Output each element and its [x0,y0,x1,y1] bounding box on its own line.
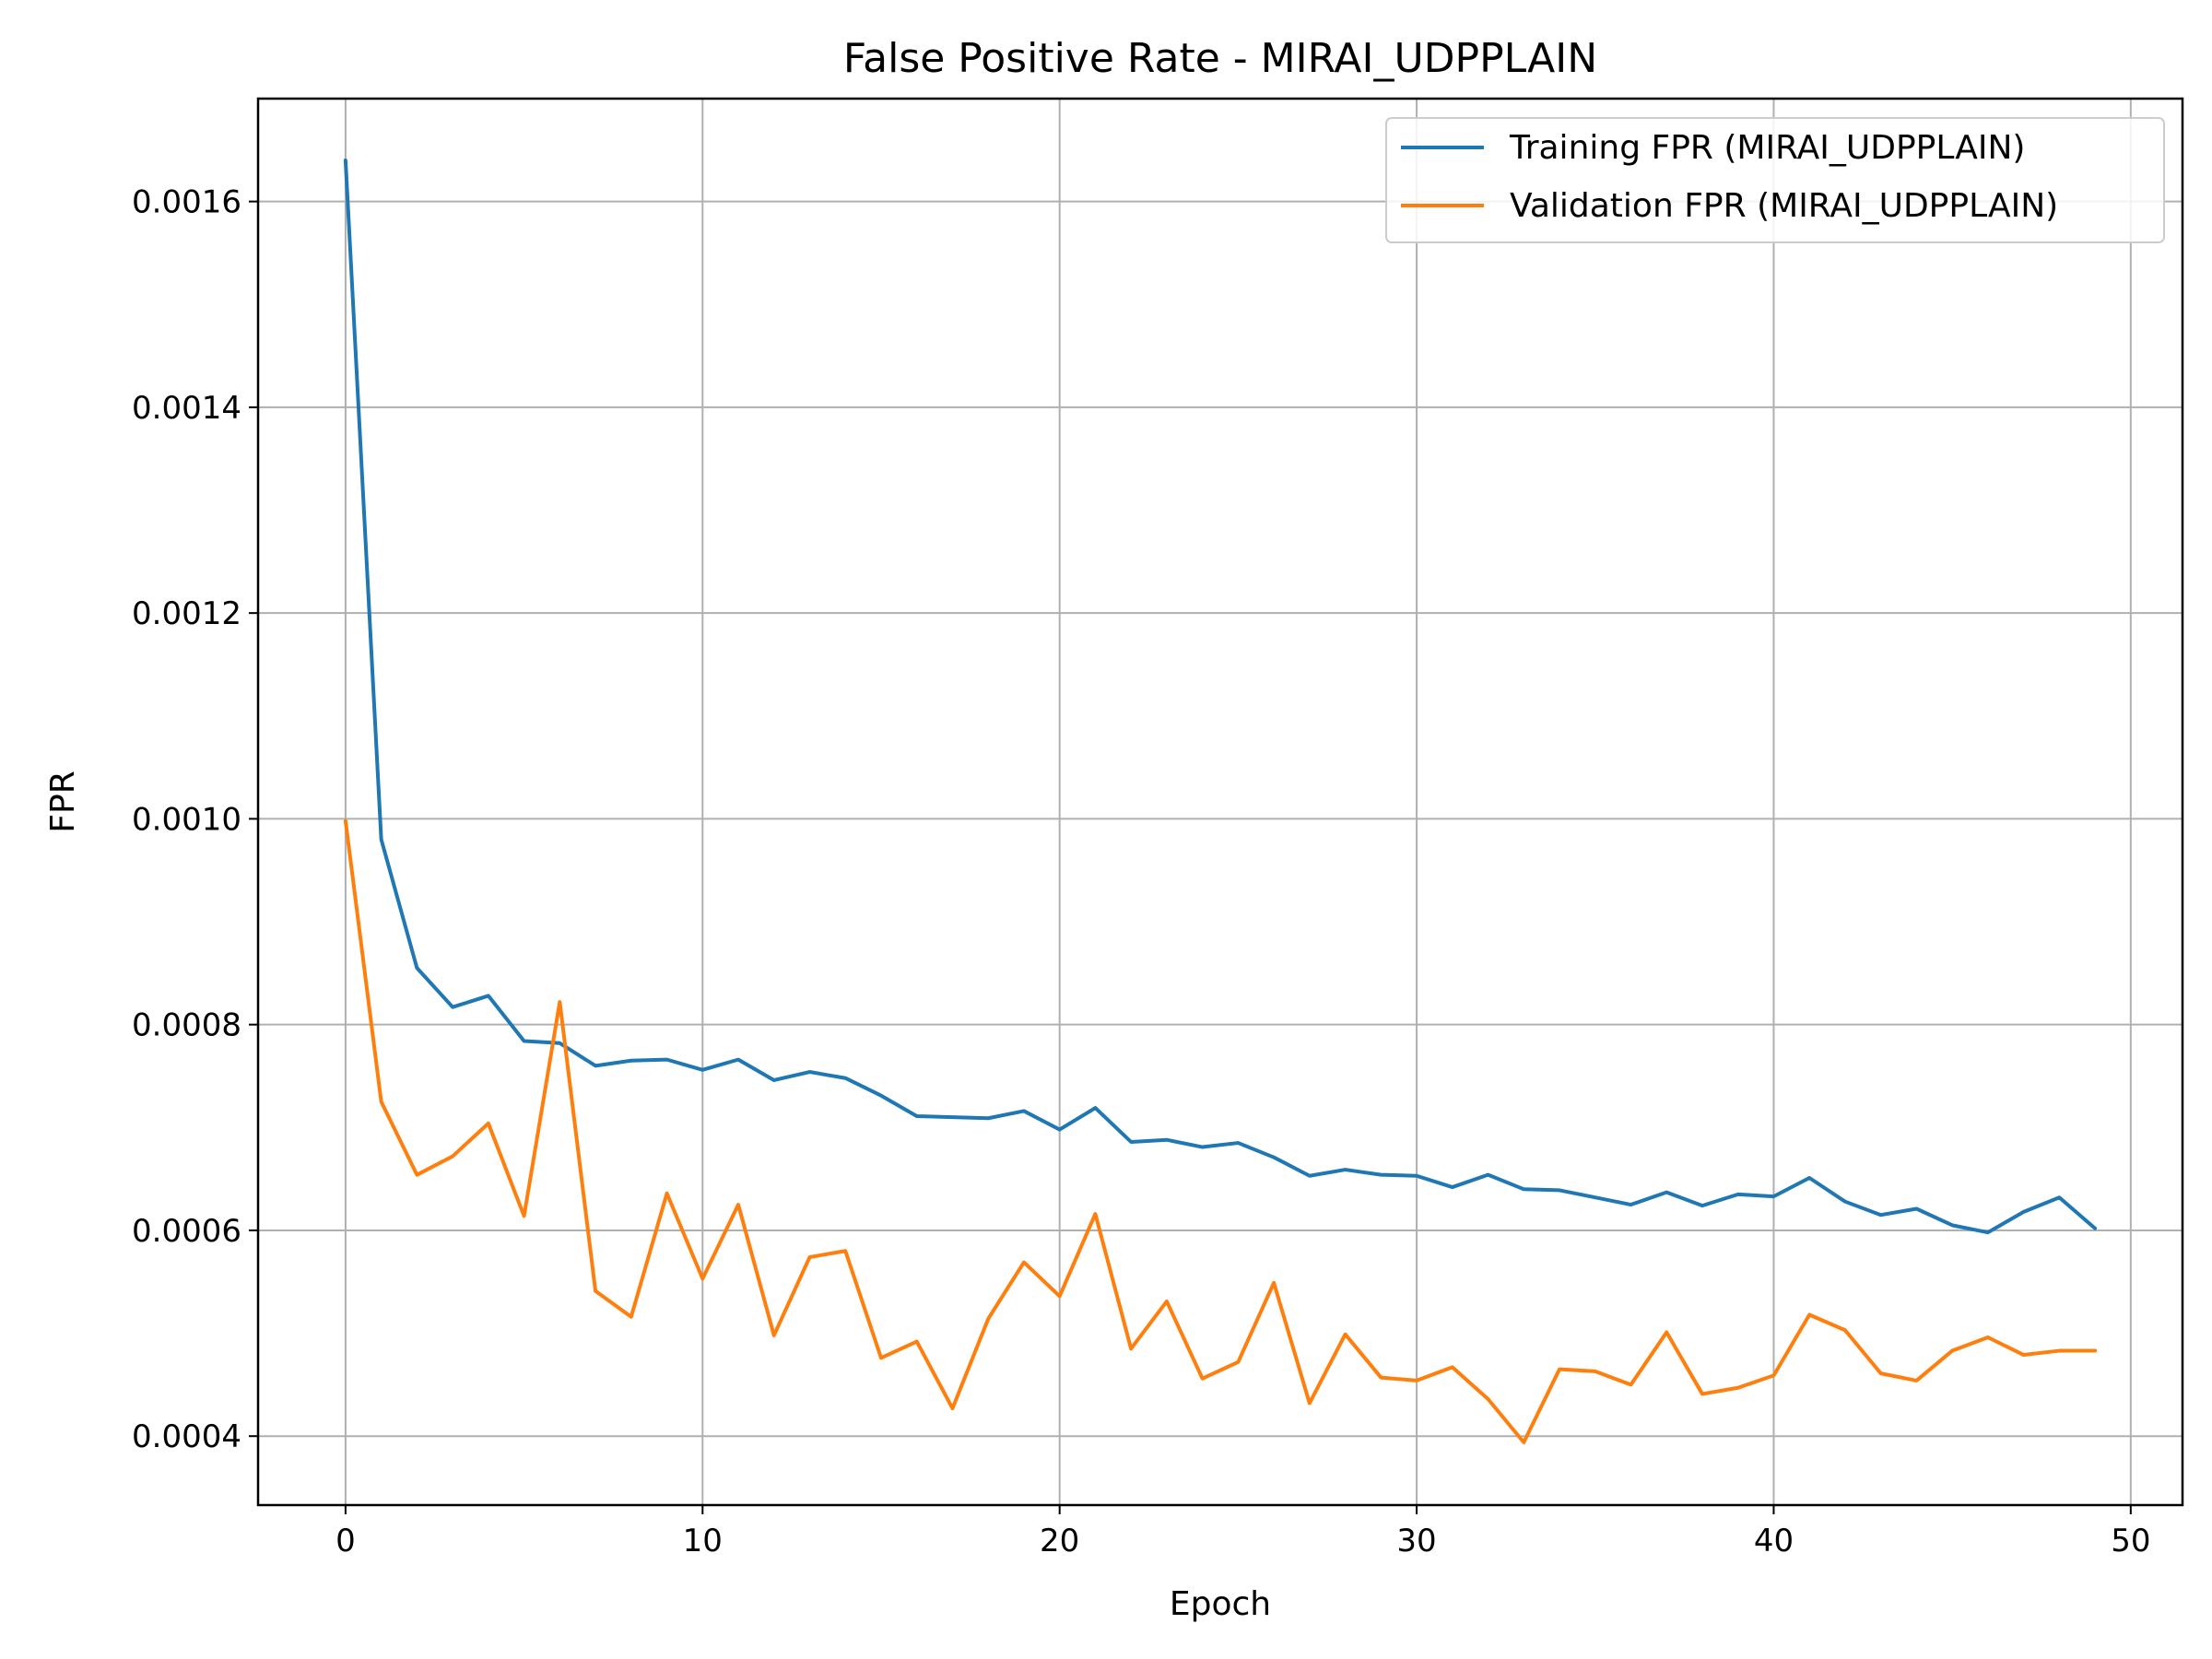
series-lines [343,158,2098,1444]
y-tick-label: 0.0012 [132,595,241,632]
legend-label-training: Training FPR (MIRAI_UDPPLAIN) [1509,129,2025,167]
chart-title: False Positive Rate - MIRAI_UDPPLAIN [843,35,1597,82]
y-tick-label: 0.0014 [132,390,241,427]
validation-fpr-line [343,818,2098,1444]
y-tick-label: 0.0004 [132,1418,241,1455]
x-tick-label: 50 [2111,1523,2150,1559]
x-tick-label: 10 [683,1523,723,1559]
y-tick-label: 0.0006 [132,1213,241,1250]
legend-label-validation: Validation FPR (MIRAI_UDPPLAIN) [1510,187,2058,225]
training-fpr-line [343,158,2098,1235]
y-tick-label: 0.0008 [132,1007,241,1044]
x-axis-label: Epoch [1170,1585,1271,1623]
x-tick-label: 30 [1396,1523,1436,1559]
plot-frame [256,97,2184,1507]
y-tick-label: 0.0010 [132,801,241,838]
x-tick-label: 40 [1754,1523,1794,1559]
x-tick-label: 20 [1040,1523,1079,1559]
axis-ticks: 0 10 20 30 40 50 0.0004 0.0006 0.0008 0.0010 0.001… [132,184,2150,1559]
legend-box [1385,117,2165,243]
legend: Training FPR (MIRAI_UDPPLAIN) Validation… [1385,117,2165,243]
y-axis-label: FPR [44,771,82,832]
y-tick-label: 0.0016 [132,184,241,221]
x-tick-label: 0 [335,1523,356,1559]
